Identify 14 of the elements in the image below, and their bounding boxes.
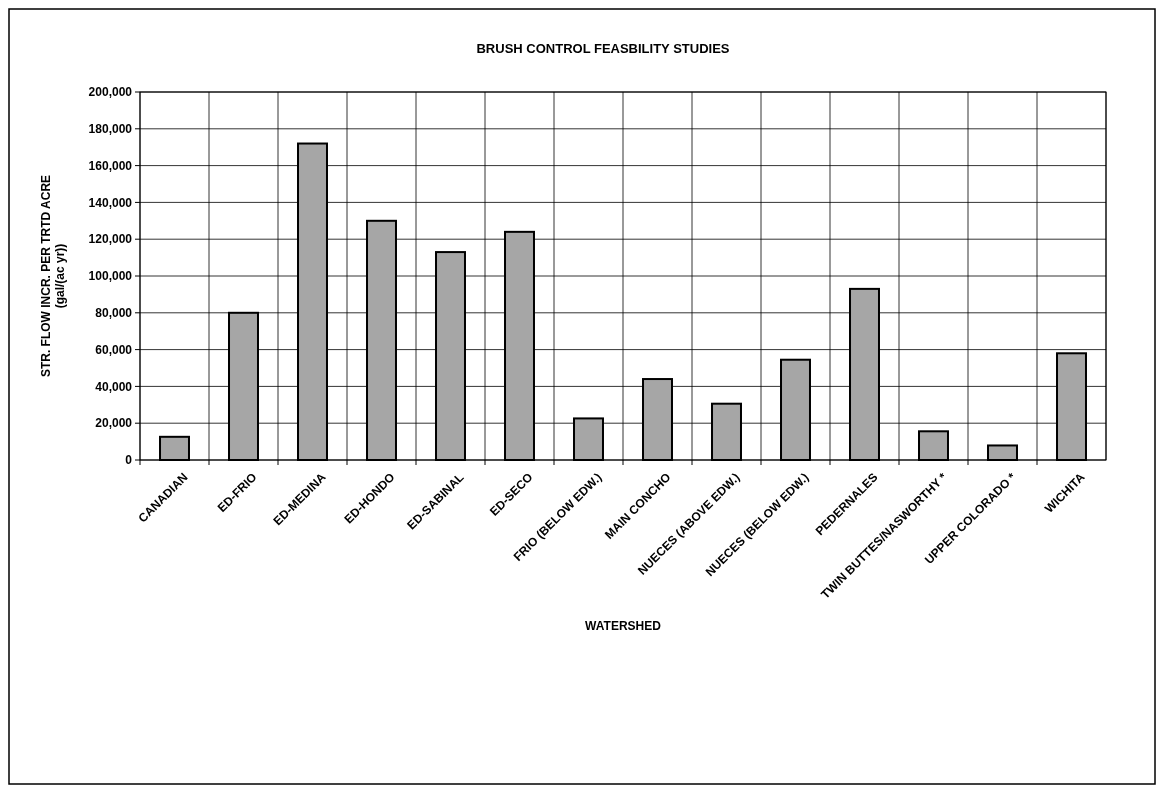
chart-title: BRUSH CONTROL FEASBILITY STUDIES (476, 41, 730, 56)
y-tick-label: 0 (125, 453, 133, 468)
y-tick-label: 180,000 (88, 122, 133, 136)
y-tick-label: 200,000 (88, 85, 133, 100)
y-tick-label: 60,000 (95, 342, 133, 357)
y-tick-label: 40,000 (95, 379, 133, 394)
y-tick-label: 140,000 (88, 195, 133, 210)
y-axis-title: STR. FLOW INCR. PER TRTD ACRE (gal/(ac yr)) (39, 174, 68, 378)
y-tick-label: 160,000 (88, 158, 133, 173)
y-tick-label: 120,000 (88, 232, 133, 247)
y-tick-label: 100,000 (88, 269, 133, 284)
y-tick-label: 80,000 (95, 306, 133, 320)
x-axis-title: WATERSHED (585, 619, 662, 633)
y-tick-label: 20,000 (95, 416, 133, 431)
